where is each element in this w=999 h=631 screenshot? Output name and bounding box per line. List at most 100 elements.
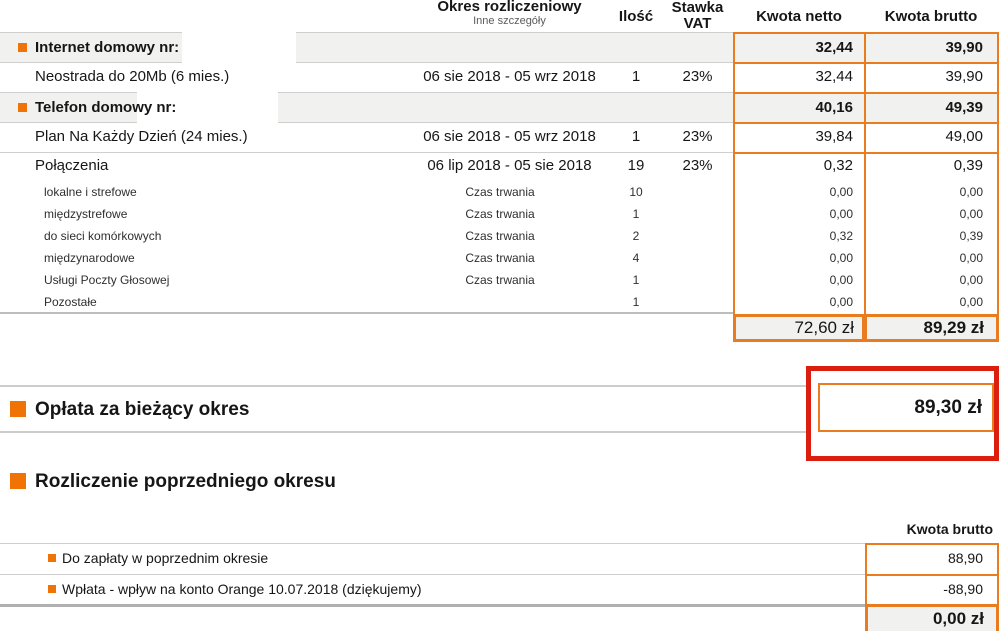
row-brutto: 39,90 bbox=[945, 39, 983, 56]
previous-period-title: Rozliczenie poprzedniego okresu bbox=[35, 471, 336, 492]
redaction-box bbox=[182, 31, 296, 65]
subrow-label: międzystrefowe bbox=[44, 207, 128, 221]
current-period-title: Opłata za bieżący okres bbox=[35, 399, 250, 420]
subrow-brutto: 0,39 bbox=[959, 229, 983, 243]
previous-period-column-header: Kwota brutto bbox=[906, 521, 993, 537]
row-vat: 23% bbox=[682, 157, 713, 174]
amount-cell-border bbox=[733, 152, 999, 154]
subrow-qty: 1 bbox=[632, 295, 640, 309]
separator-line bbox=[0, 32, 733, 33]
subrow-qty: 4 bbox=[632, 251, 640, 265]
amount-cell-border bbox=[733, 32, 999, 34]
total-netto: 72,60 zł bbox=[733, 314, 865, 342]
row-vat: 23% bbox=[682, 68, 713, 85]
previous-row-amount: 88,90 bbox=[947, 550, 983, 566]
column-header-period-sublabel: Inne szczegóły bbox=[473, 15, 546, 27]
previous-row-label: Wpłata - wpływ na konto Orange 10.07.201… bbox=[62, 581, 422, 597]
redaction-box bbox=[137, 91, 278, 126]
column-header-brutto: Kwota brutto bbox=[884, 8, 978, 25]
section-square-icon bbox=[10, 401, 26, 417]
bullet-square-icon bbox=[18, 103, 27, 112]
subrow-brutto: 0,00 bbox=[959, 185, 983, 199]
subrow-netto: 0,00 bbox=[829, 251, 853, 265]
current-period-amount: 89,30 zł bbox=[818, 383, 994, 432]
subrow-label: do sieci komórkowych bbox=[44, 229, 162, 243]
row-netto: 0,32 bbox=[823, 157, 853, 174]
subrow-label: Usługi Poczty Głosowej bbox=[44, 273, 170, 287]
separator-line bbox=[0, 574, 865, 575]
separator-line bbox=[0, 122, 733, 123]
separator-line bbox=[0, 62, 733, 63]
brutto-column-border bbox=[997, 32, 999, 342]
column-header-period: Okres rozliczeniowy Inne szczegóły bbox=[412, 0, 607, 28]
section-line bbox=[0, 385, 806, 387]
amount-cell-border bbox=[733, 122, 999, 124]
row-period: 06 sie 2018 - 05 wrz 2018 bbox=[423, 128, 596, 145]
subrow-qty: 1 bbox=[632, 273, 640, 287]
subrow-netto: 0,00 bbox=[829, 207, 853, 221]
subrow-netto: 0,00 bbox=[829, 273, 853, 287]
subrow-label: lokalne i strefowe bbox=[44, 185, 137, 199]
row-label: Połączenia bbox=[35, 157, 109, 174]
bullet-square-icon bbox=[48, 585, 56, 593]
column-header-period-label: Okres rozliczeniowy bbox=[437, 0, 582, 15]
previous-row-label: Do zapłaty w poprzednim okresie bbox=[62, 550, 269, 566]
separator-line-thick bbox=[0, 604, 865, 607]
bullet-square-icon bbox=[18, 43, 27, 52]
row-qty: 1 bbox=[631, 68, 641, 85]
subrow-brutto: 0,00 bbox=[959, 251, 983, 265]
subrow-qty: 2 bbox=[632, 229, 640, 243]
subrow-brutto: 0,00 bbox=[959, 273, 983, 287]
subrow-brutto: 0,00 bbox=[959, 207, 983, 221]
subrow-label: międzynarodowe bbox=[44, 251, 135, 265]
row-netto: 40,16 bbox=[815, 99, 853, 116]
amount-column-border bbox=[997, 543, 999, 631]
section-square-icon bbox=[10, 473, 26, 489]
section-line bbox=[0, 431, 806, 433]
amount-cell-border bbox=[733, 62, 999, 64]
amount-cell-border bbox=[865, 574, 999, 576]
subrow-netto: 0,32 bbox=[829, 229, 853, 243]
subrow-detail: Czas trwania bbox=[465, 273, 535, 287]
row-label: Plan Na Każdy Dzień (24 mies.) bbox=[35, 128, 248, 145]
netto-column-border bbox=[733, 32, 735, 342]
subrow-netto: 0,00 bbox=[829, 185, 853, 199]
amount-cell-border bbox=[865, 543, 999, 545]
row-qty: 19 bbox=[627, 157, 645, 174]
highlight-annotation-box bbox=[806, 366, 999, 461]
subrow-label: Pozostałe bbox=[44, 295, 97, 309]
column-divider-border bbox=[864, 32, 866, 342]
separator-line bbox=[0, 152, 733, 153]
column-header-netto: Kwota netto bbox=[756, 8, 842, 25]
column-header-qty: Ilość bbox=[618, 8, 654, 25]
subrow-netto: 0,00 bbox=[829, 295, 853, 309]
row-vat: 23% bbox=[682, 128, 713, 145]
subrow-brutto: 0,00 bbox=[959, 295, 983, 309]
subrow-detail: Czas trwania bbox=[465, 185, 535, 199]
amount-cell-border bbox=[733, 92, 999, 94]
row-background-internet bbox=[0, 33, 999, 62]
separator-line bbox=[0, 92, 733, 93]
row-label: Internet domowy nr: bbox=[35, 39, 180, 56]
amount-column-border bbox=[865, 543, 867, 631]
row-brutto: 0,39 bbox=[953, 157, 983, 174]
row-netto: 32,44 bbox=[815, 39, 853, 56]
column-header-vat: Stawka VAT bbox=[671, 0, 724, 32]
row-label: Telefon domowy nr: bbox=[35, 99, 177, 116]
row-brutto: 39,90 bbox=[945, 68, 983, 85]
separator-line bbox=[0, 543, 865, 544]
total-brutto: 89,29 zł bbox=[864, 314, 999, 342]
subrow-detail: Czas trwania bbox=[465, 207, 535, 221]
subrow-detail: Czas trwania bbox=[465, 251, 535, 265]
row-period: 06 lip 2018 - 05 sie 2018 bbox=[427, 157, 592, 174]
row-brutto: 49,39 bbox=[945, 99, 983, 116]
row-netto: 32,44 bbox=[815, 68, 853, 85]
subrow-qty: 1 bbox=[632, 207, 640, 221]
row-label: Neostrada do 20Mb (6 mies.) bbox=[35, 68, 230, 85]
bullet-square-icon bbox=[48, 554, 56, 562]
subrow-detail: Czas trwania bbox=[465, 229, 535, 243]
row-period: 06 sie 2018 - 05 wrz 2018 bbox=[423, 68, 596, 85]
subrow-qty: 10 bbox=[629, 185, 643, 199]
row-qty: 1 bbox=[631, 128, 641, 145]
